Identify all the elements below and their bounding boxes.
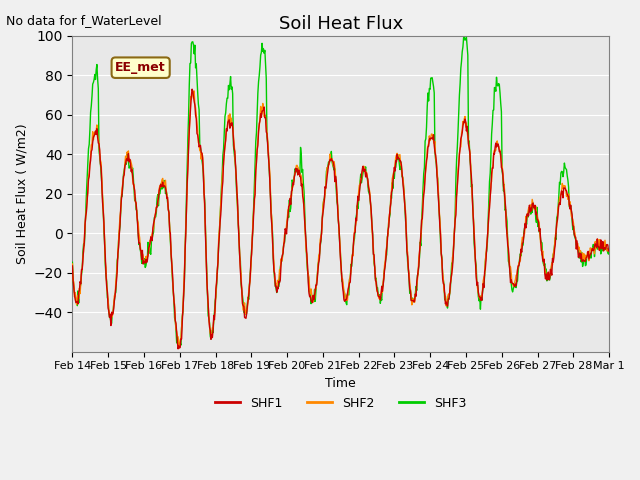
SHF2 [175, 345, 183, 350]
SHF1 [278, 252, 286, 258]
SHF3 [257, 49, 265, 55]
Text: EE_met: EE_met [115, 61, 166, 74]
SHF2 [428, 131, 435, 137]
SHF3 [427, 75, 435, 81]
SHF2 [258, 110, 266, 116]
Legend: SHF1, SHF2, SHF3: SHF1, SHF2, SHF3 [210, 392, 472, 415]
SHF3 [397, 159, 404, 165]
SHF2 [278, 255, 286, 261]
Line: SHF1: SHF1 [72, 89, 609, 349]
SHF3 [68, 259, 76, 265]
Line: SHF2: SHF2 [72, 91, 609, 348]
SHF3 [463, 35, 470, 40]
SHF3 [278, 258, 285, 264]
SHF2 [232, 163, 239, 169]
SHF2 [132, 199, 140, 205]
SHF1 [258, 108, 266, 114]
SHF3 [605, 248, 613, 254]
SHF2 [605, 248, 613, 254]
SHF1 [428, 135, 435, 141]
SHF1 [232, 160, 239, 166]
SHF3 [177, 342, 185, 348]
SHF1 [397, 162, 405, 168]
SHF2 [68, 261, 76, 267]
Text: No data for f_WaterLevel: No data for f_WaterLevel [6, 14, 162, 27]
X-axis label: Time: Time [325, 377, 356, 390]
SHF1 [188, 86, 196, 92]
SHF1 [68, 263, 76, 269]
Line: SHF3: SHF3 [72, 37, 609, 345]
Y-axis label: Soil Heat Flux ( W/m2): Soil Heat Flux ( W/m2) [15, 123, 28, 264]
SHF1 [132, 198, 140, 204]
SHF2 [190, 88, 198, 94]
SHF1 [174, 346, 182, 352]
Title: Soil Heat Flux: Soil Heat Flux [278, 15, 403, 33]
SHF2 [397, 161, 405, 167]
SHF1 [605, 249, 613, 254]
SHF3 [231, 157, 239, 163]
SHF3 [132, 195, 140, 201]
